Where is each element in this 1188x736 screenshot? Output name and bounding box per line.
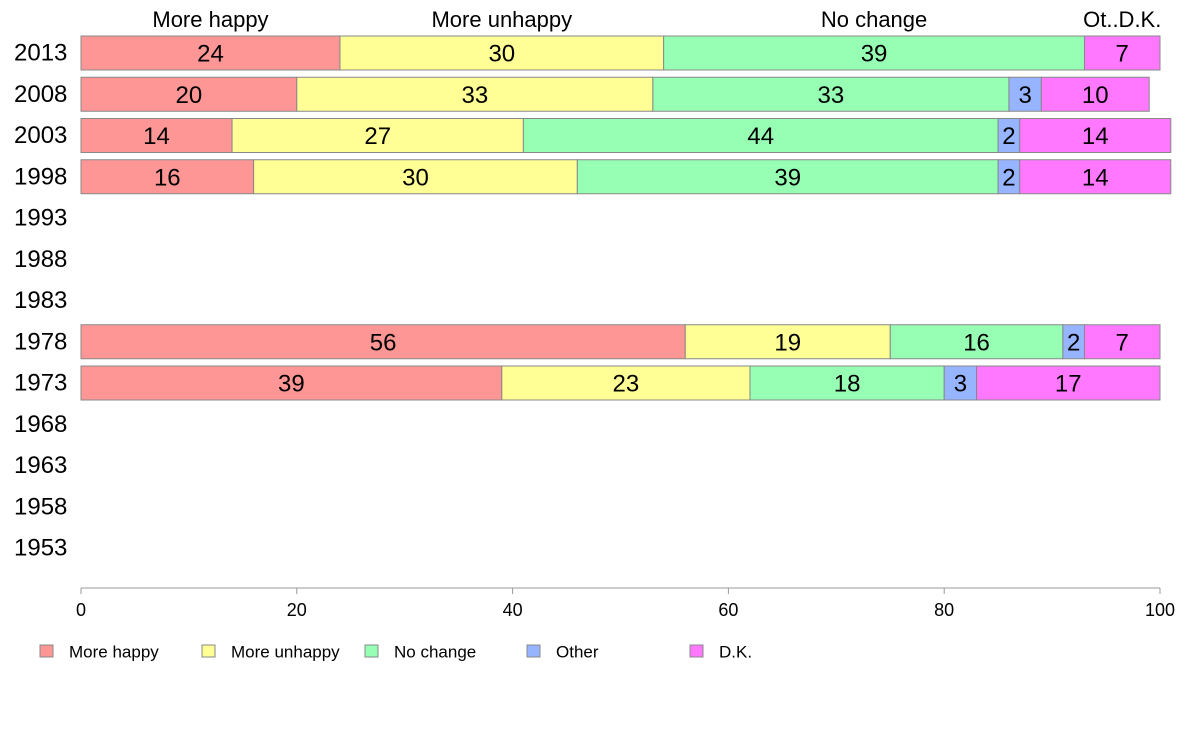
data-label-1978-no-change: 16 — [963, 329, 990, 356]
bar-segment-2003-no-change — [522, 118, 999, 153]
data-label-2003-d-k-: 14 — [1082, 123, 1109, 150]
data-label-2013-no-change: 39 — [861, 41, 888, 68]
data-label-1978-more-unhappy: 19 — [774, 329, 801, 356]
bar-segment-1973-no-change — [749, 365, 945, 401]
year-label-1958: 1958 — [14, 493, 67, 520]
data-label-1973-more-happy: 39 — [278, 371, 305, 398]
header-label-2: More unhappy — [431, 7, 572, 32]
data-label-1998-no-change: 39 — [774, 164, 801, 191]
bar-segment-1973-other — [943, 365, 978, 401]
data-label-2008-more-happy: 20 — [176, 82, 203, 109]
bar-segment-2013-more-happy — [80, 35, 341, 71]
data-label-2013-more-unhappy: 30 — [488, 41, 515, 68]
year-label-1953: 1953 — [14, 535, 67, 562]
data-label-1973-other: 3 — [954, 371, 967, 398]
bar-segment-2003-d-k- — [1019, 118, 1172, 153]
bar-segment-2008-no-change — [652, 76, 1010, 112]
bar-segment-2003-more-happy — [80, 118, 233, 153]
bar-segment-2008-other — [1008, 76, 1042, 112]
legend-label-other: Other — [556, 643, 599, 662]
bar-segment-2008-more-happy — [80, 76, 298, 112]
legend-label-no-change: No change — [394, 643, 476, 662]
x-axis: 0 20 40 60 80 100 — [76, 587, 1175, 620]
data-label-1998-more-unhappy: 30 — [402, 164, 429, 191]
bar-segment-2008-more-unhappy — [296, 76, 654, 112]
year-label-1968: 1968 — [14, 411, 67, 438]
legend-label-d-k-: D.K. — [719, 643, 752, 662]
x-tick-label-60: 60 — [718, 600, 738, 620]
bar-segment-2008-d-k- — [1040, 76, 1150, 112]
bar-segment-1973-more-unhappy — [501, 365, 751, 401]
data-label-1973-d-k-: 17 — [1055, 371, 1082, 398]
legend-label-more-unhappy: More unhappy — [231, 643, 340, 662]
data-label-2008-more-unhappy: 33 — [461, 82, 488, 109]
bar-segment-2013-no-change — [663, 35, 1085, 71]
data-label-2013-d-k-: 7 — [1116, 41, 1129, 68]
header-label-1: More happy — [152, 7, 268, 32]
header-label-4: Ot..D.K. — [1083, 7, 1161, 32]
year-label-1978: 1978 — [14, 328, 67, 355]
data-label-1978-other: 2 — [1067, 329, 1080, 356]
year-label-2013: 2013 — [14, 40, 67, 67]
legend-swatch-other — [526, 644, 541, 658]
x-tick-label-0: 0 — [76, 600, 86, 620]
x-tick-label-40: 40 — [503, 600, 523, 620]
header-label-3: No change — [821, 7, 927, 32]
x-tick-label-100: 100 — [1145, 600, 1175, 620]
bar-segment-1998-no-change — [576, 159, 999, 195]
bar-segment-2013-more-unhappy — [339, 35, 665, 71]
data-label-2003-no-change: 44 — [747, 123, 774, 150]
data-label-2003-more-unhappy: 27 — [364, 123, 391, 150]
data-label-2003-other: 2 — [1002, 123, 1015, 150]
x-tick-label-20: 20 — [287, 600, 307, 620]
x-tick-label-80: 80 — [934, 600, 954, 620]
year-label-2003: 2003 — [14, 122, 67, 149]
legend: More happy More unhappy No change Other D.K. — [39, 643, 752, 662]
legend-swatch-no-change — [364, 644, 379, 658]
data-label-1973-no-change: 18 — [834, 371, 861, 398]
bar-segment-1998-more-unhappy — [253, 159, 578, 195]
column-headers: More happy More unhappy No change Ot..D.K. — [152, 7, 1161, 32]
data-label-1998-more-happy: 16 — [154, 164, 181, 191]
data-label-1998-d-k-: 14 — [1082, 164, 1109, 191]
year-label-1973: 1973 — [14, 370, 67, 397]
bar-segment-1973-d-k- — [976, 365, 1161, 401]
bar-segment-1998-d-k- — [1019, 159, 1172, 195]
data-label-1973-more-unhappy: 23 — [613, 371, 640, 398]
data-label-1998-other: 2 — [1002, 164, 1015, 191]
legend-swatch-more-unhappy — [201, 644, 216, 658]
bar-segment-1978-more-happy — [80, 324, 686, 360]
bar-segment-1998-more-happy — [80, 159, 255, 195]
year-label-2008: 2008 — [14, 81, 67, 108]
data-label-1978-d-k-: 7 — [1116, 329, 1129, 356]
bar-segment-1973-more-happy — [80, 365, 503, 401]
year-label-1998: 1998 — [14, 163, 67, 190]
data-label-2013-more-happy: 24 — [197, 41, 224, 68]
year-label-1983: 1983 — [14, 287, 67, 314]
legend-swatch-more-happy — [39, 644, 54, 658]
data-label-2008-no-change: 33 — [818, 82, 845, 109]
year-label-1963: 1963 — [14, 452, 67, 479]
data-label-2008-d-k-: 10 — [1082, 82, 1109, 109]
bar-segment-1978-d-k- — [1083, 324, 1161, 360]
year-label-1993: 1993 — [14, 205, 67, 232]
bar-segment-2013-d-k- — [1083, 35, 1161, 71]
legend-swatch-d-k- — [689, 644, 704, 658]
data-label-2008-other: 3 — [1018, 82, 1031, 109]
data-label-2003-more-happy: 14 — [143, 123, 170, 150]
legend-label-more-happy: More happy — [69, 643, 159, 662]
data-label-1978-more-happy: 56 — [370, 329, 397, 356]
year-label-1988: 1988 — [14, 246, 67, 273]
